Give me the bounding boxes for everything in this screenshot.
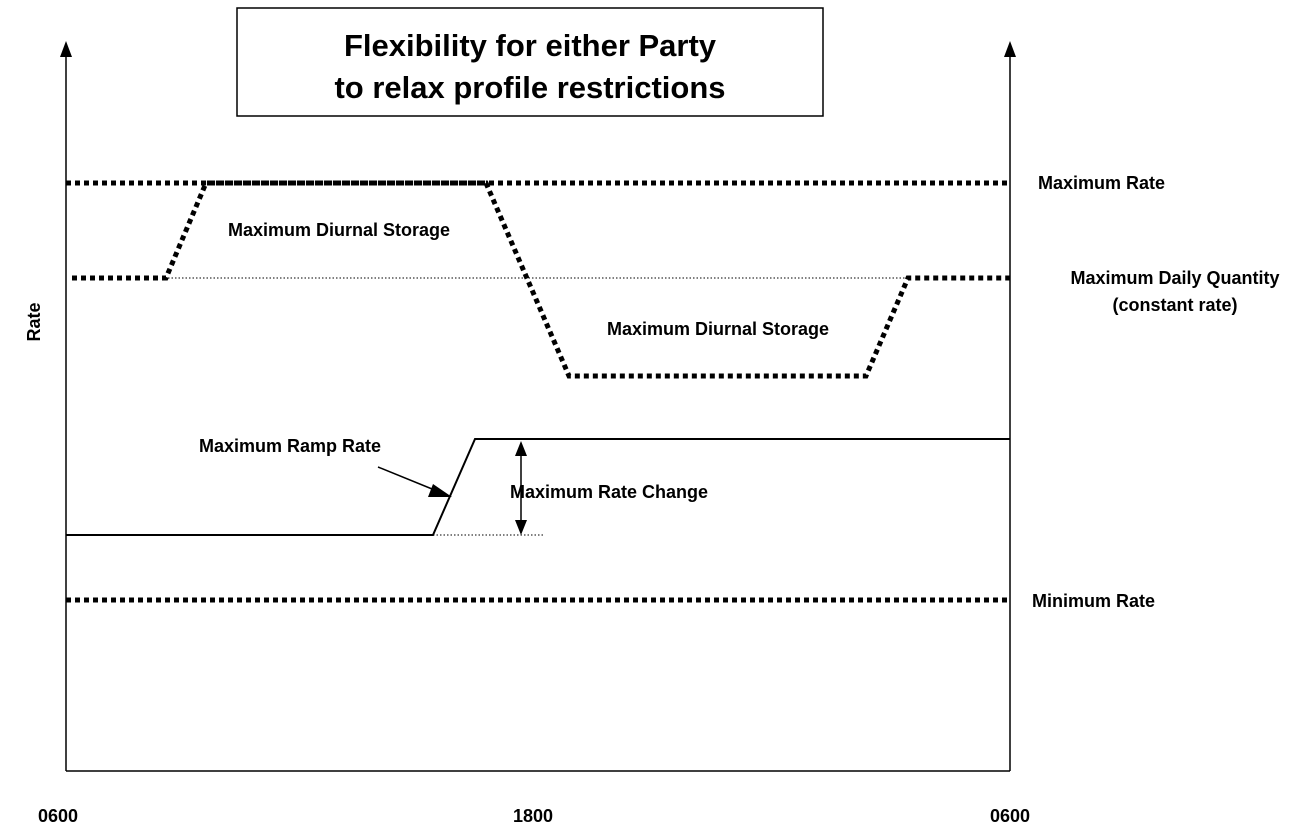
maximum-rate-label: Maximum Rate xyxy=(1038,173,1165,193)
title-box xyxy=(236,7,824,117)
double-headed-arrow-icon xyxy=(515,441,527,535)
minimum-rate-label: Minimum Rate xyxy=(1032,591,1155,611)
ramp-rate-pointer xyxy=(377,466,438,492)
arrow-up-icon xyxy=(60,41,72,57)
x-tick-mid: 1800 xyxy=(513,806,553,826)
daily-quantity-label-line-1: Maximum Daily Quantity xyxy=(1070,268,1279,288)
rate-change-label: Maximum Rate Change xyxy=(510,482,708,502)
x-tick-end: 0600 xyxy=(990,806,1030,826)
title-line-1: Flexibility for either Party xyxy=(344,28,717,63)
arrow-up-icon xyxy=(1004,41,1016,57)
x-tick-start: 0600 xyxy=(38,806,78,826)
daily-quantity-label-line-2: (constant rate) xyxy=(1112,295,1237,315)
diurnal-storage-label-upper: Maximum Diurnal Storage xyxy=(228,220,450,240)
ramp-profile-line xyxy=(66,438,1010,536)
diurnal-storage-label-lower: Maximum Diurnal Storage xyxy=(607,319,829,339)
ramp-rate-label: Maximum Ramp Rate xyxy=(199,436,381,456)
y-axis-label: Rate xyxy=(24,302,44,341)
daily-quantity-profile-upper xyxy=(72,180,1010,379)
pointer-arrowhead-icon xyxy=(428,484,452,497)
title-line-2: to relax profile restrictions xyxy=(334,70,725,105)
